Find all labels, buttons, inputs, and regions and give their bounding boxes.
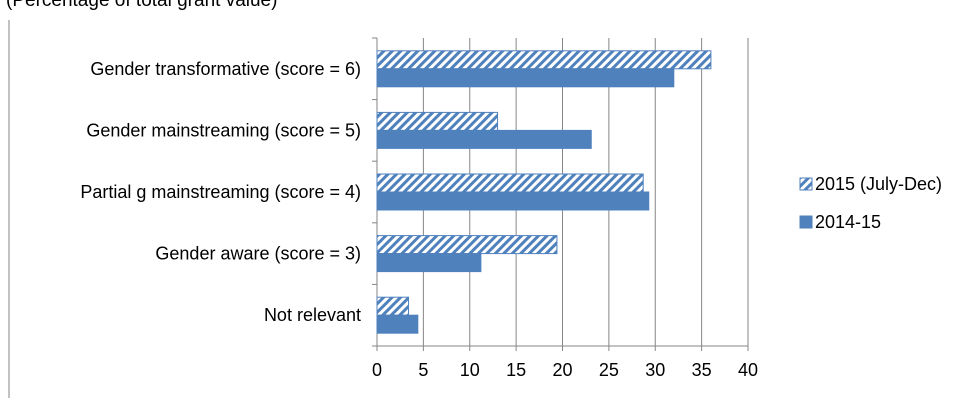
bar-series-2 [376,253,482,273]
category-labels: Gender transformative (score = 6) Gender … [80,59,361,325]
category-label: Partial g mainstreaming (score = 4) [80,182,361,202]
x-tick-label: 15 [506,360,526,380]
legend-label: 2014-15 [815,212,881,232]
bar-series-2 [376,314,419,334]
category-label: Not relevant [264,305,361,325]
x-tick-label: 20 [552,360,572,380]
bar-series-2 [376,129,592,149]
category-label: Gender aware (score = 3) [155,244,361,264]
x-tick-label: 40 [738,360,758,380]
x-tick-label: 25 [599,360,619,380]
bar-series-2 [376,68,675,88]
legend-swatch [799,215,813,229]
x-tick-label: 10 [460,360,480,380]
x-tick-labels: 0 5 10 15 20 25 30 35 40 [372,360,758,380]
bars [376,50,712,334]
bar-series-1 [376,50,712,70]
gridlines [422,38,749,346]
legend: 2015 (July-Dec) 2014-15 [799,174,942,232]
x-tick-label: 35 [692,360,712,380]
chart-caption: (Percentage of total grant value) [6,0,278,11]
category-label: Gender transformative (score = 6) [90,59,361,79]
x-tick-label: 30 [645,360,665,380]
bar-series-1 [376,296,410,316]
bar-series-1 [376,173,644,193]
x-tick-label: 0 [372,360,382,380]
x-tick-label: 5 [418,360,428,380]
bar-series-2 [376,191,650,211]
legend-swatch [799,177,813,191]
bar-series-1 [376,235,558,255]
legend-label: 2015 (July-Dec) [815,174,942,194]
category-label: Gender mainstreaming (score = 5) [86,120,361,140]
bar-series-1 [376,111,499,131]
